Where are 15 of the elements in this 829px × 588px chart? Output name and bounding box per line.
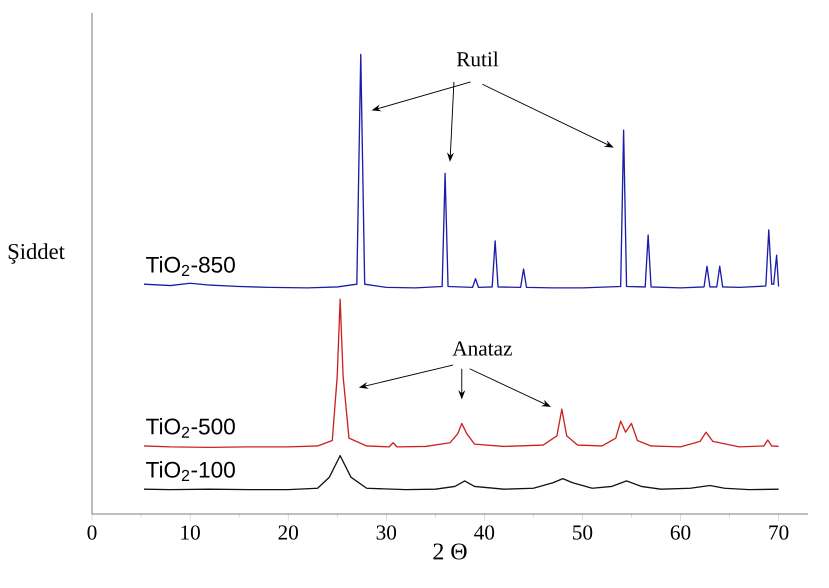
x-axis-title: 2 Θ bbox=[433, 543, 467, 560]
series-label: TiO$_{2}$-850 bbox=[146, 256, 235, 276]
x-tick-label: 70 bbox=[769, 525, 788, 540]
series-label: TiO$_{2}$-100 bbox=[146, 461, 235, 481]
x-tick-label: 30 bbox=[376, 525, 396, 540]
y-axis-title: Şiddet bbox=[8, 243, 65, 264]
x-tick-label: 10 bbox=[181, 525, 200, 540]
x-tick-label: 0 bbox=[88, 525, 96, 540]
annotation: Rutil bbox=[456, 51, 498, 66]
series-label: TiO$_{2}$-500 bbox=[146, 418, 235, 438]
annotation: Anataz bbox=[452, 341, 512, 356]
x-tick-label: 20 bbox=[278, 525, 298, 540]
x-tick-label: 60 bbox=[670, 525, 690, 540]
x-tick-label: 50 bbox=[573, 525, 592, 540]
x-tick-label: 40 bbox=[474, 525, 494, 540]
